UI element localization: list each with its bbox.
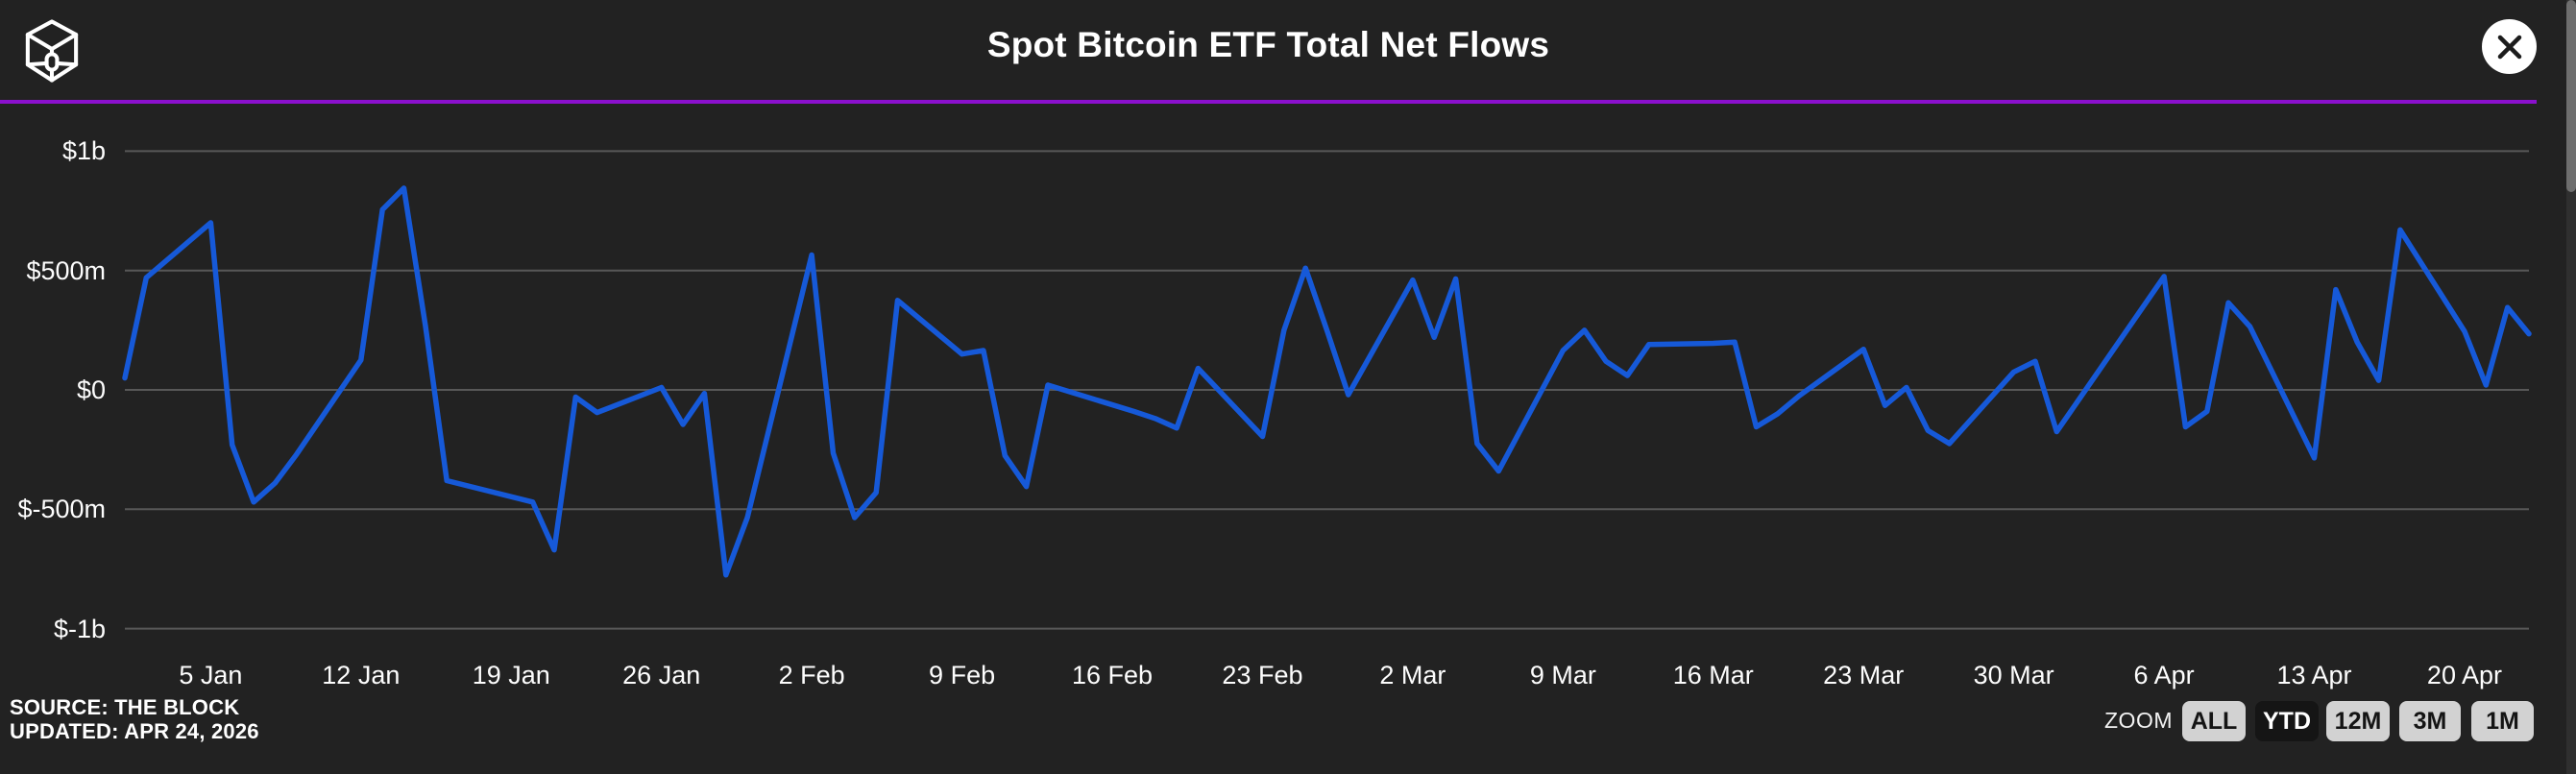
y-tick-label: $500m	[26, 255, 106, 285]
x-tick-label: 19 Jan	[472, 661, 550, 689]
x-tick-label: 5 Jan	[179, 661, 243, 689]
y-tick-label: $0	[76, 375, 106, 404]
x-tick-label: 2 Mar	[1379, 661, 1446, 689]
page-scrollbar[interactable]	[2566, 0, 2576, 774]
header-divider	[0, 100, 2537, 104]
scrollbar-thumb[interactable]	[2566, 0, 2576, 192]
x-tick-label: 30 Mar	[1973, 661, 2054, 689]
x-tick-label: 16 Mar	[1672, 661, 1754, 689]
y-tick-label: $-1b	[53, 614, 106, 643]
close-icon	[2497, 35, 2521, 59]
x-tick-label: 12 Jan	[322, 661, 401, 689]
x-tick-label: 2 Feb	[778, 661, 845, 689]
x-tick-label: 26 Jan	[622, 661, 701, 689]
y-tick-label: $1b	[61, 136, 106, 166]
source-attribution: SOURCE: THE BLOCK UPDATED: APR 24, 2026	[10, 695, 259, 743]
source-line: SOURCE: THE BLOCK	[10, 695, 240, 719]
x-tick-label: 23 Mar	[1823, 661, 1905, 689]
close-button[interactable]	[2482, 19, 2537, 74]
x-tick-label: 6 Apr	[2133, 661, 2195, 689]
x-tick-label: 9 Feb	[929, 661, 996, 689]
zoom-button-12m[interactable]: 12M	[2326, 701, 2390, 741]
zoom-button-all[interactable]: ALL	[2182, 701, 2246, 741]
x-tick-label: 20 Apr	[2426, 661, 2502, 689]
x-tick-label: 16 Feb	[1071, 661, 1154, 689]
zoom-button-1m[interactable]: 1M	[2471, 701, 2534, 741]
zoom-button-ytd[interactable]: YTD	[2255, 701, 2319, 741]
zoom-range-label: ZOOM	[2104, 708, 2173, 733]
page-title: Spot Bitcoin ETF Total Net Flows	[986, 25, 1550, 64]
x-tick-label: 13 Apr	[2276, 661, 2352, 689]
x-tick-label: 9 Mar	[1529, 661, 1596, 689]
y-tick-label: $-500m	[17, 495, 106, 524]
the-block-logo-icon	[25, 19, 79, 83]
flows-line-series	[122, 185, 2532, 578]
updated-line: UPDATED: APR 24, 2026	[10, 719, 259, 743]
x-tick-label: 23 Feb	[1222, 661, 1303, 689]
zoom-button-3m[interactable]: 3M	[2399, 701, 2461, 741]
